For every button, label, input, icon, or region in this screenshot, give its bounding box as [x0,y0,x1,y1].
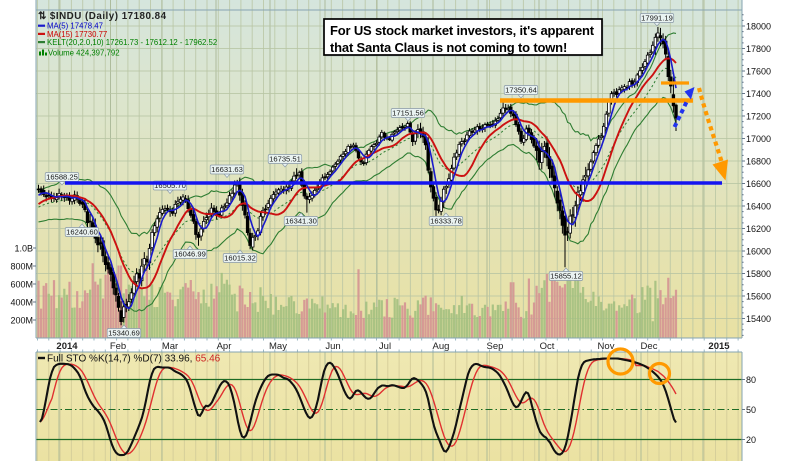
svg-text:16000: 16000 [746,246,771,256]
svg-text:16631.63: 16631.63 [211,165,243,174]
svg-text:20: 20 [746,435,756,445]
svg-text:17151.56: 17151.56 [392,109,424,118]
svg-text:15340.69: 15340.69 [108,329,140,338]
svg-text:15600: 15600 [746,291,771,301]
svg-text:16333.78: 16333.78 [430,217,462,226]
svg-text:2014: 2014 [56,341,78,352]
svg-text:800M: 800M [10,261,33,271]
svg-text:Volume 424,397,792: Volume 424,397,792 [48,49,120,58]
svg-text:Full STO %K(14,7) %D(7) 33.96,: Full STO %K(14,7) %D(7) 33.96, 65.46 [47,354,221,365]
svg-text:17000: 17000 [746,134,771,144]
svg-text:16400: 16400 [746,201,771,211]
svg-text:80: 80 [746,375,756,385]
svg-text:400M: 400M [10,297,33,307]
svg-text:16240.60: 16240.60 [66,228,98,237]
svg-text:17600: 17600 [746,66,771,76]
svg-text:Aug: Aug [433,341,450,352]
svg-text:Apr: Apr [217,341,232,352]
svg-text:15400: 15400 [746,314,771,324]
svg-text:16200: 16200 [746,224,771,234]
svg-text:15855.12: 15855.12 [550,272,582,281]
svg-text:2015: 2015 [708,341,730,352]
svg-text:16600: 16600 [746,179,771,189]
svg-text:Feb: Feb [110,341,126,352]
svg-text:16735.51: 16735.51 [269,155,301,164]
svg-text:Sep: Sep [487,341,504,352]
svg-text:Jun: Jun [325,341,340,352]
svg-text:MA(5) 17478.47: MA(5) 17478.47 [47,22,103,31]
svg-text:18000: 18000 [746,21,771,31]
svg-text:17991.19: 17991.19 [641,14,673,23]
svg-text:600M: 600M [10,279,33,289]
svg-text:16588.25: 16588.25 [46,173,78,182]
svg-text:16015.32: 16015.32 [224,254,256,263]
svg-text:16800: 16800 [746,156,771,166]
svg-text:that Santa Claus is not coming: that Santa Claus is not coming to town! [330,40,567,55]
svg-text:KELT(20,2.0,10) 17261.73 - 176: KELT(20,2.0,10) 17261.73 - 17612.12 - 17… [47,38,217,47]
svg-text:17350.64: 17350.64 [505,86,537,95]
svg-text:MA(15) 17730.77: MA(15) 17730.77 [47,30,107,39]
svg-text:17200: 17200 [746,111,771,121]
svg-text:50: 50 [746,405,756,415]
svg-text:Oct: Oct [540,341,555,352]
svg-text:Dec: Dec [641,341,658,352]
svg-text:Mar: Mar [162,341,178,352]
svg-text:1.0B: 1.0B [14,243,33,253]
svg-text:Jul: Jul [379,341,391,352]
svg-text:16505.70: 16505.70 [154,181,186,190]
svg-text:May: May [269,341,287,352]
svg-text:17400: 17400 [746,89,771,99]
svg-text:⇅ $INDU (Daily) 17180.84: ⇅ $INDU (Daily) 17180.84 [38,11,167,22]
svg-text:16046.99: 16046.99 [174,250,206,259]
svg-text:16341.30: 16341.30 [285,217,317,226]
svg-text:17800: 17800 [746,44,771,54]
svg-text:200M: 200M [10,315,33,325]
svg-text:15800: 15800 [746,269,771,279]
svg-text:Nov: Nov [598,341,615,352]
svg-text:For US stock market investors,: For US stock market investors, it's appa… [330,23,595,38]
